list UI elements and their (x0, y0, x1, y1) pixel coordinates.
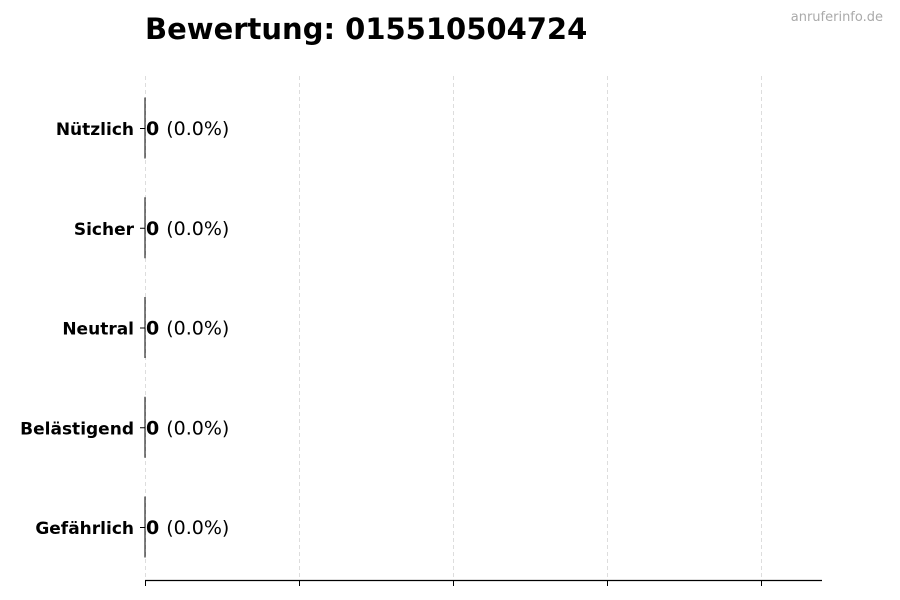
data-label-count: 0 (146, 517, 159, 539)
data-label: 0 (0.0%) (146, 417, 229, 439)
watermark: anruferinfo.de (790, 10, 883, 25)
data-label-percent: (0.0%) (166, 417, 229, 439)
data-label-count: 0 (146, 118, 159, 140)
data-label: 0 (0.0%) (146, 318, 229, 340)
data-label-count: 0 (146, 218, 159, 240)
data-label-count: 0 (146, 417, 159, 439)
y-tick-label: Belästigend (20, 419, 134, 439)
data-label-percent: (0.0%) (166, 218, 229, 240)
chart-title: Bewertung: 015510504724 (145, 12, 588, 46)
y-tick-label: Gefährlich (35, 519, 134, 539)
data-label: 0 (0.0%) (146, 118, 229, 140)
data-label: 0 (0.0%) (146, 517, 229, 539)
data-label-count: 0 (146, 318, 159, 340)
y-tick-label: Nützlich (56, 120, 134, 140)
y-tick-label: Sicher (74, 220, 135, 240)
data-label: 0 (0.0%) (146, 218, 229, 240)
y-tick-label: Neutral (62, 320, 134, 340)
data-label-percent: (0.0%) (166, 318, 229, 340)
data-label-percent: (0.0%) (166, 517, 229, 539)
data-label-percent: (0.0%) (166, 118, 229, 140)
